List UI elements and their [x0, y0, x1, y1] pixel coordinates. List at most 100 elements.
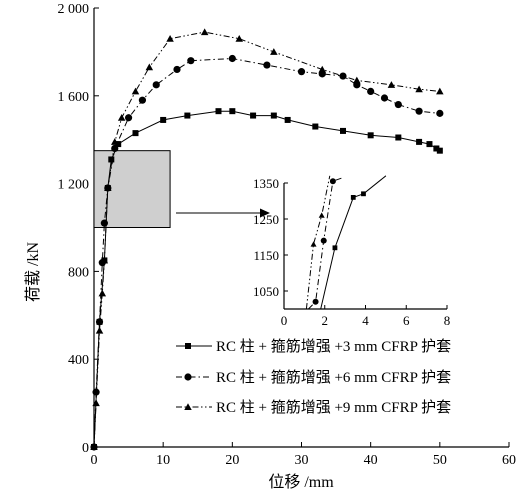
data-point-triangle	[270, 48, 278, 55]
legend-label: RC 柱 + 箍筋增强 +9 mm CFRP 护套	[216, 399, 451, 416]
data-point-square	[229, 108, 236, 115]
y-tick-label: 1 600	[58, 90, 90, 105]
data-point-triangle	[117, 114, 126, 121]
data-point-triangle	[131, 87, 140, 95]
data-point-triangle	[104, 184, 112, 191]
data-point-square	[108, 156, 115, 163]
data-point-circle	[367, 87, 375, 96]
series-9mm-cfrp	[90, 28, 444, 450]
inset-x-tick-label: 6	[403, 313, 410, 328]
data-point-circle	[415, 107, 423, 115]
inset-y-tick-label: 1050	[253, 284, 279, 299]
data-point-circle	[228, 54, 236, 63]
inset-y-tick-label: 1350	[253, 176, 279, 191]
data-point-square	[416, 138, 423, 145]
legend-entry-9mm: RC 柱 + 箍筋增强 +9 mm CFRP 护套	[176, 399, 451, 416]
data-point-triangle	[387, 81, 396, 88]
data-point-circle	[394, 100, 402, 109]
data-point-circle	[124, 114, 133, 122]
data-point-triangle	[310, 241, 317, 247]
data-point-square	[185, 343, 191, 349]
x-tick-label: 60	[502, 453, 516, 468]
zoom-arrow	[176, 208, 270, 218]
inset-series-3mm-cfrp	[320, 175, 387, 310]
series-6mm-cfrp	[90, 54, 444, 451]
data-point-triangle	[92, 399, 100, 407]
data-point-square	[312, 123, 319, 130]
x-tick-label: 0	[91, 453, 98, 468]
data-point-triangle	[318, 65, 326, 73]
data-point-square	[115, 141, 122, 148]
data-point-square	[395, 134, 402, 141]
data-point-square	[160, 116, 167, 123]
data-point-circle	[339, 72, 347, 80]
legend-entry-3mm: RC 柱 + 箍筋增强 +3 mm CFRP 护套	[176, 338, 451, 355]
y-axis-label: 荷载 /kN	[24, 242, 42, 302]
inset-series-line	[305, 175, 331, 310]
data-point-triangle	[436, 87, 444, 95]
main-series-layer	[90, 28, 444, 451]
y-tick-label: 1 200	[58, 178, 90, 193]
data-point-square	[340, 127, 346, 134]
data-point-circle	[111, 144, 119, 153]
x-tick-label: 10	[156, 453, 170, 468]
data-point-circle	[329, 178, 336, 185]
inset-x-tick-label: 8	[444, 313, 451, 328]
inset-y-tick-label: 1250	[253, 212, 279, 227]
x-tick-label: 40	[364, 453, 378, 468]
legend-label: RC 柱 + 箍筋增强 +6 mm CFRP 护套	[216, 369, 451, 386]
data-point-circle	[184, 373, 192, 381]
data-point-triangle	[200, 28, 209, 36]
data-point-square	[367, 132, 374, 139]
data-point-circle	[173, 65, 181, 74]
data-point-square	[361, 191, 366, 197]
x-tick-label: 30	[295, 453, 309, 468]
data-point-square	[350, 195, 356, 200]
inset-x-tick-label: 0	[281, 313, 288, 328]
y-tick-label: 800	[68, 265, 89, 280]
inset-series-6mm-cfrp	[308, 177, 344, 310]
data-point-circle	[312, 298, 319, 305]
data-point-square	[250, 112, 257, 119]
data-point-square	[284, 116, 291, 123]
data-point-triangle	[145, 63, 154, 71]
x-axis-label: 位移 /mm	[268, 473, 334, 491]
data-point-triangle	[98, 289, 107, 297]
data-point-triangle	[415, 85, 423, 93]
legend-label: RC 柱 + 箍筋增强 +3 mm CFRP 护套	[216, 338, 451, 355]
data-point-square	[132, 130, 139, 137]
data-point-circle	[92, 388, 100, 396]
inset-zoom-chart: 0 2 4 6 8 1050 1150 1250 1350	[253, 175, 451, 328]
data-point-square	[215, 108, 222, 115]
data-point-triangle	[318, 212, 325, 218]
data-point-circle	[100, 219, 108, 227]
data-point-triangle	[100, 256, 109, 264]
data-point-circle	[187, 57, 195, 65]
data-point-triangle	[235, 34, 243, 42]
data-point-square	[332, 245, 338, 251]
inset-y-tick-label: 1150	[253, 248, 279, 263]
legend: RC 柱 + 箍筋增强 +3 mm CFRP 护套 RC 柱 + 箍筋增强 +6 …	[176, 338, 451, 416]
data-point-circle	[138, 96, 147, 104]
series-line	[93, 57, 440, 448]
data-point-square	[426, 141, 433, 148]
y-tick-label: 0	[82, 441, 89, 456]
data-point-circle	[436, 109, 444, 117]
data-point-square	[436, 147, 443, 154]
data-point-circle	[380, 94, 389, 102]
x-tick-label: 20	[225, 453, 239, 468]
inset-x-tick-label: 2	[322, 313, 329, 328]
data-point-triangle	[184, 403, 192, 410]
data-point-circle	[263, 61, 271, 69]
data-point-circle	[152, 81, 160, 89]
inset-series-9mm-cfrp	[305, 175, 331, 310]
data-point-triangle	[353, 76, 361, 84]
inset-x-tick-label: 4	[362, 313, 369, 328]
data-point-circle	[297, 68, 306, 76]
y-tick-label: 400	[68, 353, 89, 368]
x-tick-label: 50	[433, 453, 447, 468]
data-point-square	[433, 145, 440, 152]
legend-entry-6mm: RC 柱 + 箍筋增强 +6 mm CFRP 护套	[176, 369, 451, 386]
